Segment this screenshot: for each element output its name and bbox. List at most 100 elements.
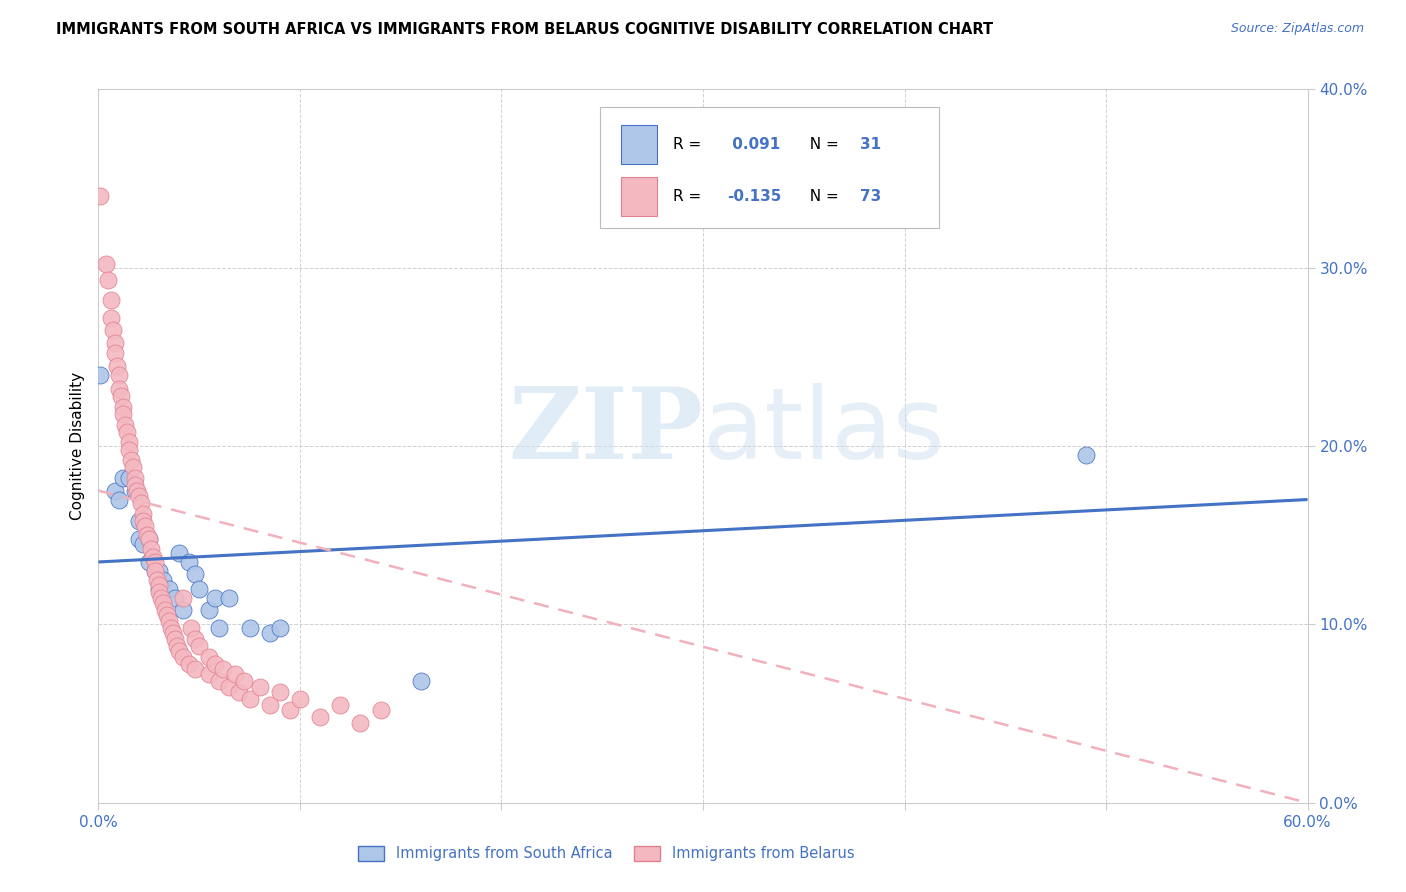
Point	[177, 555, 201, 569]
Point	[143, 564, 166, 578]
Point	[1074, 448, 1097, 462]
Point	[110, 389, 132, 403]
Point	[269, 621, 291, 635]
Point	[128, 514, 150, 528]
Text: N =: N =	[800, 137, 844, 153]
Point	[111, 407, 134, 421]
Point	[120, 453, 142, 467]
Point	[349, 715, 371, 730]
Point	[96, 257, 118, 271]
Point	[128, 489, 150, 503]
Point	[107, 368, 129, 382]
Point	[105, 359, 128, 373]
Point	[177, 657, 201, 671]
Point	[218, 680, 240, 694]
Point	[111, 400, 134, 414]
Point	[259, 698, 281, 712]
Point	[259, 626, 281, 640]
Point	[115, 425, 138, 439]
Point	[118, 471, 141, 485]
Point	[167, 546, 190, 560]
Point	[288, 692, 311, 706]
Text: R =: R =	[672, 137, 706, 153]
Point	[111, 471, 134, 485]
Text: -0.135: -0.135	[727, 189, 782, 203]
Text: atlas: atlas	[703, 384, 945, 480]
Point	[212, 662, 235, 676]
Point	[172, 649, 194, 664]
Point	[124, 483, 146, 498]
Point	[143, 555, 166, 569]
Text: R =: R =	[672, 189, 706, 203]
Point	[208, 621, 231, 635]
Point	[370, 703, 392, 717]
Point	[198, 667, 221, 681]
Point	[163, 591, 186, 605]
Point	[121, 460, 143, 475]
Point	[149, 591, 172, 605]
Point	[132, 507, 155, 521]
Point	[163, 632, 186, 646]
Point	[204, 657, 226, 671]
Point	[134, 519, 156, 533]
Point	[278, 703, 301, 717]
Point	[249, 680, 271, 694]
Point	[125, 483, 148, 498]
Y-axis label: Cognitive Disability: Cognitive Disability	[69, 372, 84, 520]
Point	[160, 621, 183, 635]
Point	[114, 417, 136, 432]
Point	[172, 591, 194, 605]
Point	[107, 382, 129, 396]
Text: N =: N =	[800, 189, 844, 203]
Point	[180, 621, 202, 635]
Bar	[621, 125, 657, 164]
Point	[142, 549, 165, 564]
Point	[218, 591, 240, 605]
Point	[198, 649, 221, 664]
Point	[239, 692, 262, 706]
Point	[269, 685, 291, 699]
Point	[107, 492, 129, 507]
Text: 0.091: 0.091	[727, 137, 780, 153]
Point	[153, 603, 176, 617]
Point	[138, 532, 160, 546]
Point	[148, 582, 170, 596]
Point	[100, 293, 122, 307]
Point	[208, 674, 231, 689]
Point	[329, 698, 352, 712]
Text: 31: 31	[860, 137, 882, 153]
Point	[89, 368, 111, 382]
Point	[89, 189, 111, 203]
Point	[132, 514, 155, 528]
Point	[224, 667, 246, 681]
Point	[146, 573, 169, 587]
Point	[148, 578, 170, 592]
Point	[184, 567, 207, 582]
Point	[138, 532, 160, 546]
Point	[129, 496, 152, 510]
Point	[157, 614, 180, 628]
Point	[101, 323, 124, 337]
Point	[148, 564, 170, 578]
Point	[409, 674, 432, 689]
Point	[135, 528, 157, 542]
Point	[232, 674, 254, 689]
Point	[239, 621, 262, 635]
Point	[118, 435, 141, 450]
Point	[139, 542, 162, 557]
Point	[167, 644, 190, 658]
Point	[188, 639, 211, 653]
Point	[309, 710, 332, 724]
Point	[143, 564, 166, 578]
Point	[138, 555, 160, 569]
Point	[228, 685, 250, 699]
Legend: Immigrants from South Africa, Immigrants from Belarus: Immigrants from South Africa, Immigrants…	[352, 839, 860, 867]
Point	[184, 632, 207, 646]
Bar	[621, 177, 657, 216]
Point	[97, 273, 120, 287]
Point	[184, 662, 207, 676]
Point	[132, 537, 155, 551]
Text: IMMIGRANTS FROM SOUTH AFRICA VS IMMIGRANTS FROM BELARUS COGNITIVE DISABILITY COR: IMMIGRANTS FROM SOUTH AFRICA VS IMMIGRAN…	[56, 22, 994, 37]
Point	[118, 442, 141, 457]
Point	[188, 582, 211, 596]
